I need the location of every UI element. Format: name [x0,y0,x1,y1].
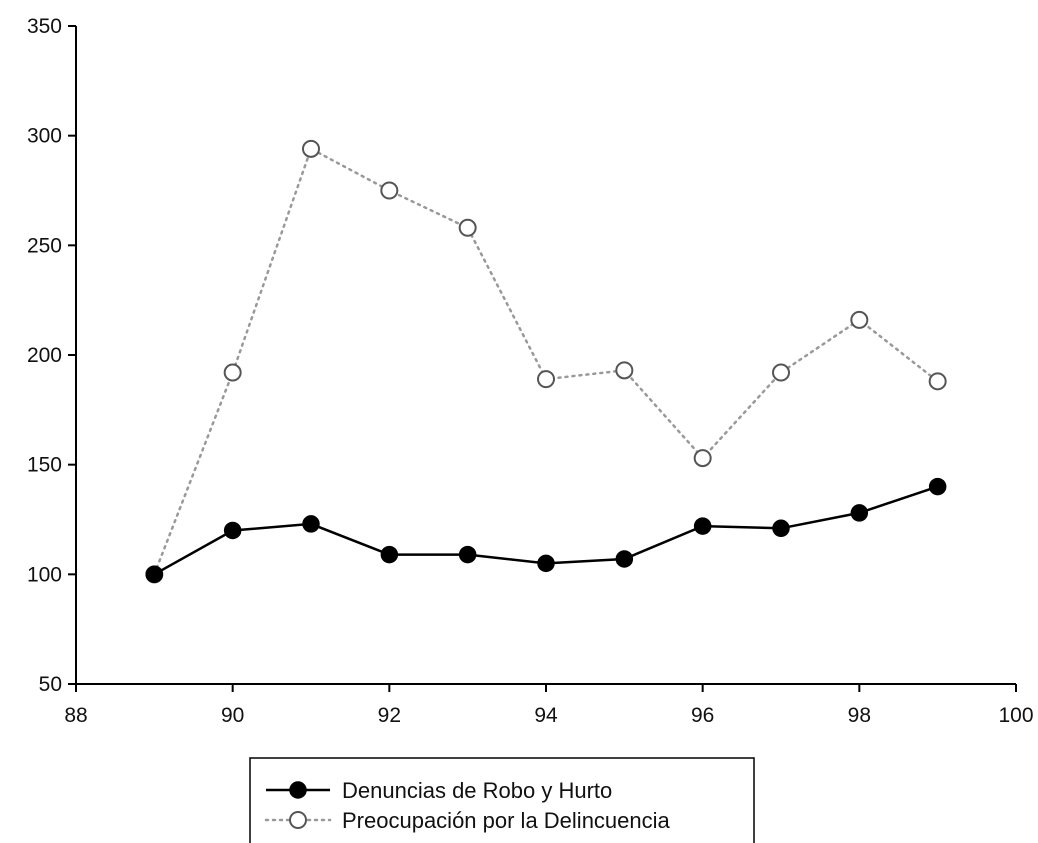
data-point [537,370,555,389]
data-point [145,565,164,584]
data-point [693,517,712,535]
data-point [928,372,947,391]
data-point [458,545,477,564]
y-tick-label: 50 [39,673,62,696]
series-layer [145,139,947,584]
legend: Denuncias de Robo y Hurto Preocupación po… [249,757,755,843]
data-point [850,504,869,522]
data-point [850,310,869,329]
data-point [302,515,320,533]
data-point [772,363,790,382]
legend-marker [289,811,307,829]
legend-item: Preocupación por la Delincuencia [264,808,671,833]
data-point [615,550,634,568]
y-ticks: 50 100 150 200 250 300 350 [27,15,76,696]
axes [75,26,1016,685]
data-point [380,545,399,564]
data-point [537,554,555,573]
x-tick-label: 92 [378,704,401,727]
series-preocupacion [145,139,947,584]
data-point [302,139,320,158]
data-point [772,519,790,538]
legend-box [249,757,755,843]
legend-label: Denuncias de Robo y Hurto [342,778,612,803]
y-tick-label: 200 [27,344,62,367]
x-tick-label: 100 [998,704,1033,727]
legend-item: Denuncias de Robo y Hurto [266,778,612,803]
y-tick-label: 100 [27,563,62,586]
x-tick-label: 94 [534,704,558,727]
legend-marker [289,781,307,799]
y-tick-label: 300 [27,125,62,148]
x-tick-label: 90 [221,704,244,727]
y-tick-label: 250 [27,234,62,257]
series-line [153,147,939,576]
data-point [928,477,947,496]
y-tick-label: 350 [27,15,62,38]
legend-label: Preocupación por la Delincuencia [342,808,671,833]
data-point [223,363,242,382]
data-point [615,361,634,380]
data-point [458,218,477,237]
x-tick-label: 98 [848,704,871,727]
x-ticks: 88 90 92 94 96 98 100 [64,684,1034,727]
data-point [223,521,242,540]
y-tick-label: 150 [27,454,62,477]
data-point [380,181,399,200]
x-tick-label: 88 [64,704,87,727]
series-denuncias [145,477,947,584]
x-tick-label: 96 [691,704,714,727]
data-point [693,449,712,468]
